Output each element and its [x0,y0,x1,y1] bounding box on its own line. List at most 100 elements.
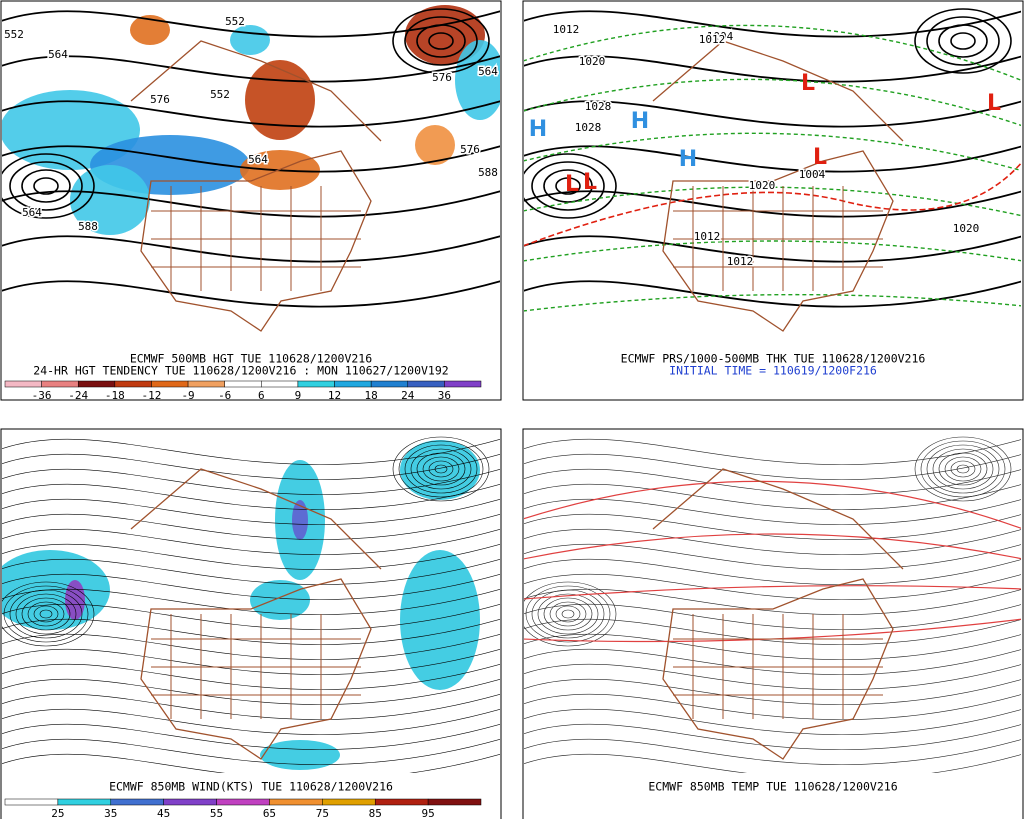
contour-label: 1004 [799,168,826,181]
pressure-symbol: H [679,147,697,172]
contour [2,145,500,173]
contour-ring [21,597,71,631]
colorbar-label: 25 [51,807,64,819]
contour-label: 576 [432,71,452,84]
shading [245,60,315,140]
colorbar-segment [269,798,323,806]
contour [2,708,500,735]
contour-ring [555,605,581,623]
contour-label: 564 [22,206,42,219]
contour-label: 1028 [575,121,602,134]
colorbar-segment [57,798,112,806]
contour [2,100,500,128]
pressure-symbol: H [529,117,547,142]
contour-label: 1012 [553,23,580,36]
colorbar-label: 65 [263,807,276,819]
colorbar-segment [322,798,376,806]
contour-ring [404,16,478,66]
map-panel: ECMWF 850MB WIND(KTS) TUE 110628/1200V21… [0,428,502,819]
contour-ring [33,177,59,195]
colorbar-segment [224,380,262,388]
contour [524,280,1021,308]
colorbar-segment [4,798,59,806]
contour-ring [21,169,71,203]
colorbar-label: -6 [218,389,231,402]
colorbar-label: 9 [295,389,302,402]
colorbar-label: -12 [142,389,162,402]
colorbar-label: -18 [105,389,125,402]
shading [260,740,340,770]
contour [2,453,500,480]
contour-label: 1020 [579,55,606,68]
coastline [130,468,382,760]
contour-ring [33,605,59,623]
contour-ring [938,24,988,58]
contour-label: 1012 [727,255,754,268]
pressure-symbol: L [565,172,579,197]
pressure-symbol: L [583,170,597,195]
contour [2,648,500,675]
colorbar-segment [163,798,217,806]
contour-ring [926,16,1000,66]
contour-ring [950,460,976,478]
caption: ECMWF 850MB WIND(KTS) TUE 110628/1200V21… [109,780,393,794]
contour [2,280,500,308]
coastline [652,468,904,760]
shading [455,40,500,120]
contour [2,483,500,510]
coastline [652,40,904,332]
coastline [130,40,382,332]
colorbar-segment [297,380,335,388]
shading [250,580,310,620]
contour [2,235,500,263]
colorbar-segment [334,380,372,388]
colorbar-segment [427,798,482,806]
contour [524,235,1021,263]
contour [2,738,500,765]
contour [2,543,500,570]
panel-frame [522,428,1024,819]
colorbar-segment [407,380,445,388]
contour-label: 552 [210,88,230,101]
contour [2,528,500,555]
temp-contour [524,533,1021,560]
pressure-symbol: H [631,109,649,134]
contour-label: 576 [150,93,170,106]
contour-ring [410,448,472,490]
colorbar-segment [41,380,79,388]
colorbar-segment [151,380,189,388]
contour-label: 1028 [585,100,612,113]
contour [524,693,1021,720]
contour [2,573,500,600]
shading [400,550,480,690]
colorbar-label: 75 [316,807,329,819]
contour [524,543,1021,570]
contour-ring [428,32,454,50]
pressure-symbol: L [801,71,815,96]
map-panel: ECMWF 850MB TEMP TUE 110628/1200V216 [522,428,1024,819]
caption: ECMWF 850MB TEMP TUE 110628/1200V216 [648,780,897,794]
map-area [2,436,500,773]
contour-ring [531,589,605,639]
contour-ring [524,153,617,219]
contour-ring [944,456,982,482]
colorbar-label: 85 [369,807,382,819]
contour-label: 1004 [707,30,734,43]
colorbar-segment [77,380,116,388]
colorbar-segment [187,380,225,388]
map-area [524,436,1021,773]
contour [524,738,1021,765]
contour-ring [3,585,89,643]
contour [2,753,500,773]
shading [70,165,150,235]
colorbar-segment [374,798,429,806]
contour-ring [27,601,65,627]
contour-ring [416,452,466,486]
contour-ring [920,440,1006,498]
contour-ring [956,464,970,474]
contour [524,663,1021,690]
contour [2,663,500,690]
contour [2,498,500,525]
colorbar-label: -24 [68,389,88,402]
